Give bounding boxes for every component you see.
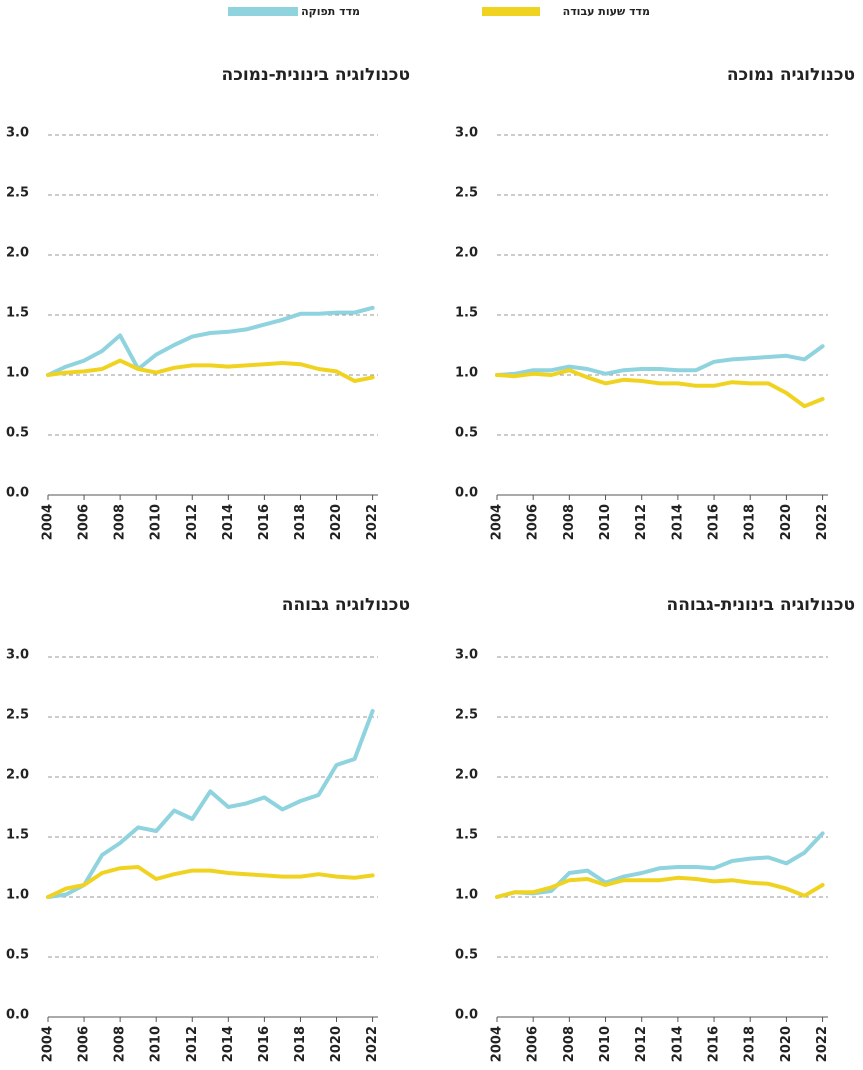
y-tick-label: 2.5 bbox=[6, 708, 29, 723]
y-tick-label: 1.0 bbox=[455, 366, 478, 381]
data-line bbox=[495, 344, 825, 377]
y-tick-label: 3.0 bbox=[455, 126, 478, 141]
data-line bbox=[46, 709, 375, 899]
y-tick-label: 2.0 bbox=[6, 246, 29, 261]
y-tick-label: 0.5 bbox=[455, 426, 478, 441]
y-tick-label: 0.0 bbox=[455, 486, 478, 501]
x-tick-label: 2006 bbox=[526, 504, 541, 540]
y-tick-label: 0.0 bbox=[6, 1008, 29, 1023]
x-tick-label: 2014 bbox=[670, 1026, 685, 1062]
panel-title: טכנולוגיה נמוכה bbox=[727, 65, 855, 85]
x-tick-label: 2004 bbox=[41, 1026, 56, 1062]
legend-swatch bbox=[228, 7, 298, 16]
x-tick-label: 2010 bbox=[149, 1026, 164, 1062]
y-tick-label: 2.0 bbox=[455, 768, 478, 783]
x-tick-label: 2012 bbox=[185, 1026, 200, 1062]
y-tick-label: 2.5 bbox=[6, 186, 29, 201]
y-tick-label: 2.0 bbox=[455, 246, 478, 261]
x-tick-label: 2014 bbox=[670, 504, 685, 540]
y-tick-label: 0.5 bbox=[6, 948, 29, 963]
y-tick-label: 2.0 bbox=[6, 768, 29, 783]
legend-label: מדד שעות עבודה bbox=[563, 5, 650, 18]
y-tick-label: 1.5 bbox=[6, 306, 29, 321]
x-tick-label: 2008 bbox=[113, 1026, 128, 1062]
y-tick-label: 3.0 bbox=[6, 126, 29, 141]
x-tick-label: 2018 bbox=[293, 1026, 308, 1062]
data-line bbox=[495, 368, 825, 409]
x-tick-label: 2010 bbox=[598, 504, 613, 540]
x-tick-label: 2012 bbox=[634, 504, 649, 540]
x-tick-label: 2010 bbox=[149, 504, 164, 540]
y-tick-label: 3.0 bbox=[455, 648, 478, 663]
x-tick-label: 2022 bbox=[365, 1026, 380, 1062]
x-tick-label: 2018 bbox=[743, 1026, 758, 1062]
data-line bbox=[46, 358, 375, 383]
x-tick-label: 2012 bbox=[185, 504, 200, 540]
x-tick-label: 2016 bbox=[707, 504, 722, 540]
x-tick-label: 2020 bbox=[329, 1026, 344, 1062]
legend-swatch bbox=[482, 7, 540, 16]
panel-title: טכנולוגיה גבוהה bbox=[282, 595, 410, 615]
x-tick-label: 2008 bbox=[562, 1026, 577, 1062]
y-tick-label: 1.0 bbox=[455, 888, 478, 903]
data-line bbox=[495, 831, 825, 899]
x-tick-label: 2010 bbox=[598, 1026, 613, 1062]
y-tick-label: 0.0 bbox=[455, 1008, 478, 1023]
x-tick-label: 2018 bbox=[293, 504, 308, 540]
x-tick-label: 2016 bbox=[257, 1026, 272, 1062]
y-tick-label: 1.0 bbox=[6, 366, 29, 381]
x-tick-label: 2016 bbox=[257, 504, 272, 540]
x-tick-label: 2022 bbox=[365, 504, 380, 540]
panel-title: טכנולוגיה בינונית-גבוהה bbox=[667, 595, 855, 615]
x-tick-label: 2012 bbox=[634, 1026, 649, 1062]
x-tick-label: 2022 bbox=[815, 1026, 830, 1062]
y-tick-label: 1.0 bbox=[6, 888, 29, 903]
x-tick-label: 2004 bbox=[41, 504, 56, 540]
x-tick-label: 2022 bbox=[815, 504, 830, 540]
y-tick-label: 0.0 bbox=[6, 486, 29, 501]
legend-label: מדד תפוקה bbox=[301, 5, 360, 18]
y-tick-label: 0.5 bbox=[455, 948, 478, 963]
y-tick-label: 1.5 bbox=[6, 828, 29, 843]
y-tick-label: 1.5 bbox=[455, 828, 478, 843]
data-line bbox=[46, 305, 375, 377]
x-tick-label: 2004 bbox=[490, 1026, 505, 1062]
x-tick-label: 2008 bbox=[562, 504, 577, 540]
panel-title: טכנולוגיה בינונית-נמוכה bbox=[222, 65, 410, 85]
y-tick-label: 1.5 bbox=[455, 306, 478, 321]
data-line bbox=[495, 875, 825, 899]
x-tick-label: 2006 bbox=[526, 1026, 541, 1062]
x-tick-label: 2020 bbox=[779, 504, 794, 540]
x-tick-label: 2006 bbox=[77, 504, 92, 540]
x-tick-label: 2014 bbox=[221, 504, 236, 540]
x-tick-label: 2014 bbox=[221, 1026, 236, 1062]
x-tick-label: 2020 bbox=[329, 504, 344, 540]
x-tick-label: 2018 bbox=[743, 504, 758, 540]
x-tick-label: 2016 bbox=[707, 1026, 722, 1062]
data-line bbox=[46, 865, 375, 899]
x-tick-label: 2004 bbox=[490, 504, 505, 540]
y-tick-label: 2.5 bbox=[455, 186, 478, 201]
x-tick-label: 2020 bbox=[779, 1026, 794, 1062]
y-tick-label: 0.5 bbox=[6, 426, 29, 441]
x-tick-label: 2008 bbox=[113, 504, 128, 540]
y-tick-label: 3.0 bbox=[6, 648, 29, 663]
y-tick-label: 2.5 bbox=[455, 708, 478, 723]
x-tick-label: 2006 bbox=[77, 1026, 92, 1062]
